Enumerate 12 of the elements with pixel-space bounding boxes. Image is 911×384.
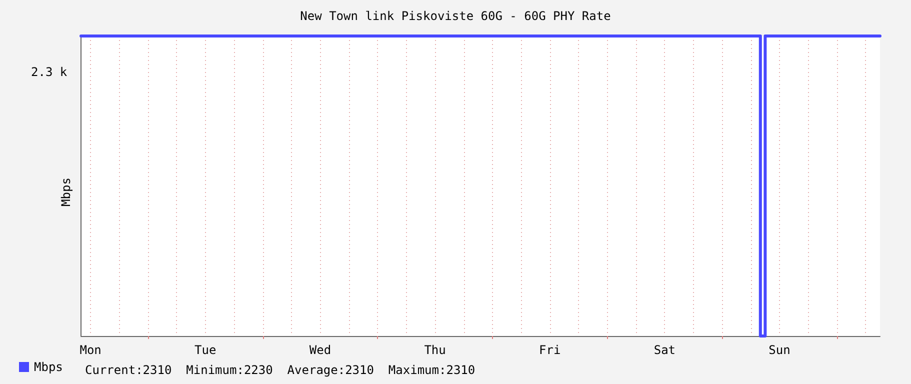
y-axis-title: Mbps bbox=[59, 178, 73, 206]
x-tick-label: Mon bbox=[80, 343, 102, 357]
x-tick-label: Wed bbox=[309, 343, 332, 357]
legend-label: Mbps bbox=[34, 360, 63, 374]
x-tick-label: Sat bbox=[654, 343, 676, 357]
chart-title: New Town link Piskoviste 60G - 60G PHY Rate bbox=[300, 9, 611, 23]
x-tick-label: Fri bbox=[539, 343, 561, 357]
text: 2.3 k bbox=[31, 65, 68, 79]
text: Current:2310 Minimum:2230 Average:2310 Maximum:2310 bbox=[85, 363, 476, 377]
x-tick-label: Thu bbox=[424, 343, 446, 357]
x-tick-label: Tue bbox=[194, 343, 216, 357]
x-tick-label: Sun bbox=[768, 343, 790, 357]
